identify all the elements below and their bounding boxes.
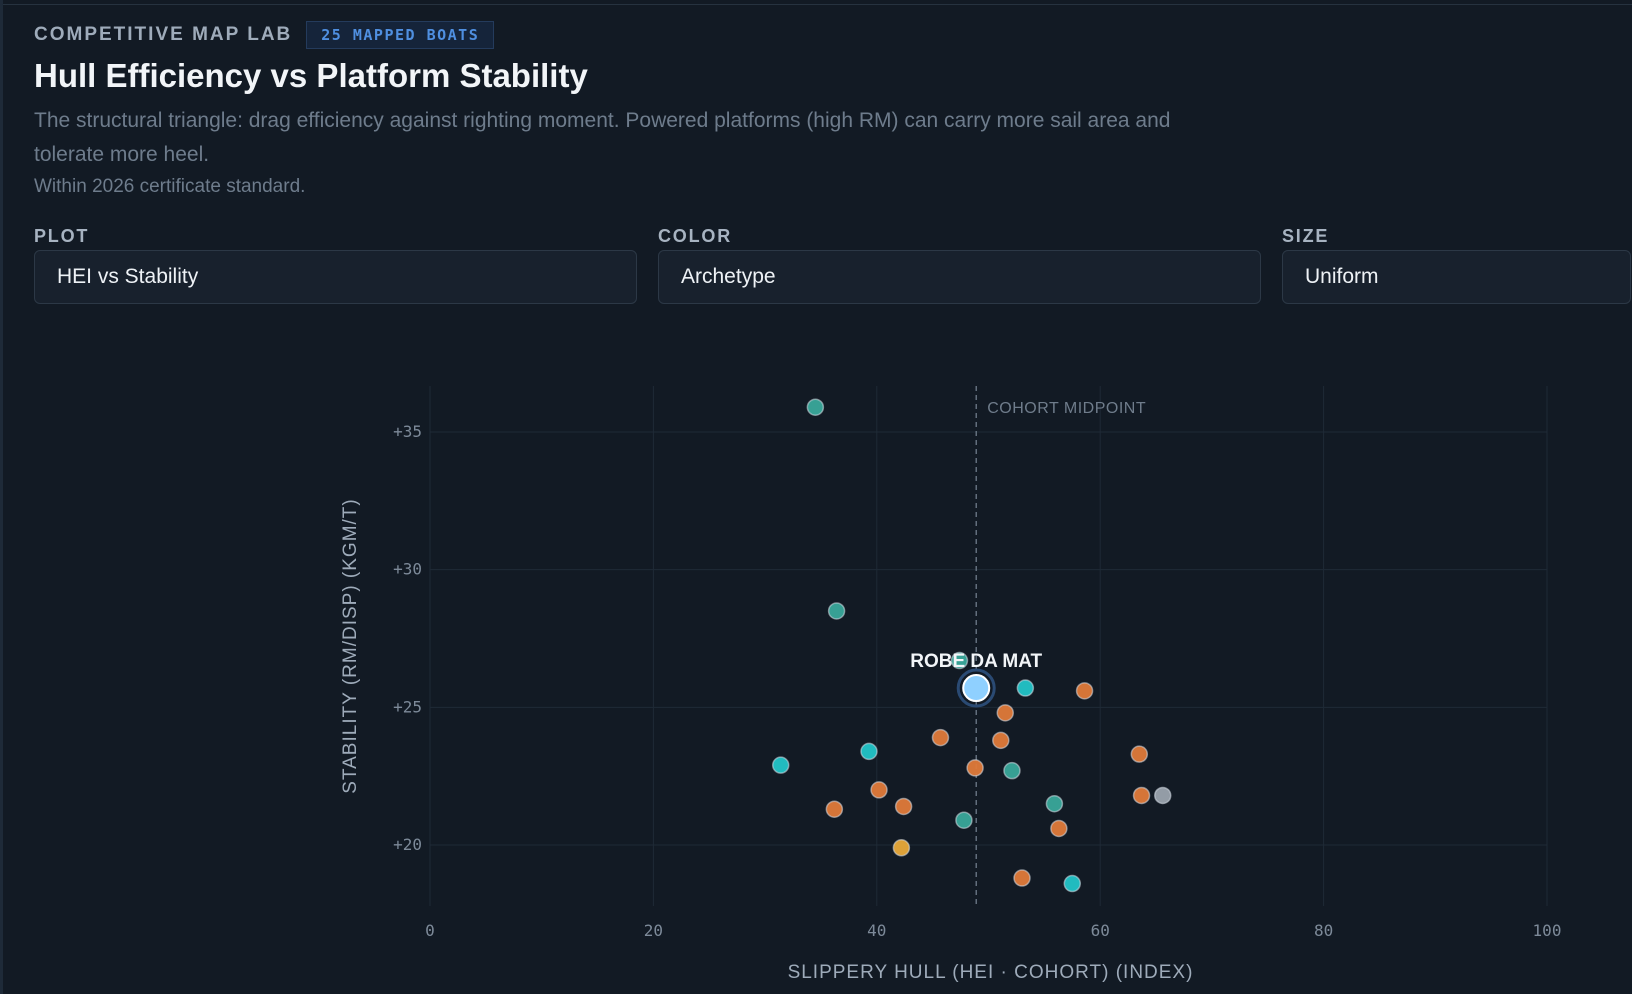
data-point (894, 797, 913, 816)
data-point (996, 704, 1015, 722)
plot-control: PLOT HEI vs Stability (34, 226, 637, 304)
header: COMPETITIVE MAP LAB 25 MAPPED BOATS Hull… (34, 20, 1594, 202)
data-point (1003, 761, 1021, 780)
data-point (870, 781, 888, 799)
data-point (827, 602, 846, 620)
data-point (1050, 819, 1068, 838)
size-label: SIZE (1282, 226, 1330, 246)
x-tick-label: 0 (425, 921, 435, 940)
y-tick-label: +25 (393, 697, 422, 716)
highlight-layer: ROBE DA MAT (910, 651, 1043, 708)
highlight-point (962, 674, 991, 703)
data-point (1130, 745, 1149, 763)
data-point (931, 728, 950, 747)
reference-layer: COHORT MIDPOINT (975, 386, 1146, 906)
plot-select[interactable]: HEI vs Stability (34, 250, 637, 304)
y-tick-label: +20 (393, 835, 422, 854)
data-point (771, 756, 790, 774)
data-point (992, 731, 1010, 750)
y-axis-label: STABILITY (RM/DISP) (KGM/T) (340, 498, 361, 793)
x-tick-label: 60 (1091, 921, 1110, 940)
color-select[interactable]: Archetype (658, 250, 1261, 304)
scatter-chart: 0 20 40 60 80 100 +20 +25 +30 +35 SLIPPERY HULL (H… (340, 386, 1561, 983)
data-point (966, 759, 984, 777)
page-title: Hull Efficiency vs Platform Stability (34, 57, 588, 94)
point-layer (771, 398, 1172, 893)
data-point (860, 742, 878, 761)
data-point (1132, 786, 1151, 805)
data-point (1075, 682, 1094, 700)
data-point (1045, 794, 1064, 813)
data-point (892, 839, 911, 857)
page-subtitle: The structural triangle: drag efficiency… (34, 109, 1171, 166)
chart-controls: PLOT HEI vs Stability COLOR Archetype SI… (34, 226, 1631, 304)
x-tick-label: 20 (644, 921, 663, 940)
size-control: SIZE Uniform (1282, 226, 1631, 304)
size-select[interactable]: Uniform (1282, 250, 1631, 304)
top-divider (3, 4, 1632, 5)
data-point (1016, 679, 1035, 697)
color-control: COLOR Archetype (658, 226, 1261, 304)
y-tick-label: +30 (393, 560, 422, 579)
y-tick-label: +35 (393, 422, 422, 441)
eyebrow-row: COMPETITIVE MAP LAB 25 MAPPED BOATS (34, 20, 1594, 50)
x-axis-label: SLIPPERY HULL (HEI · COHORT) (INDEX) (788, 962, 1194, 983)
data-point (1013, 869, 1031, 887)
cohort-midpoint-label: COHORT MIDPOINT (987, 400, 1146, 417)
grid-layer (429, 386, 1548, 906)
highlight-label: ROBE DA MAT (910, 651, 1042, 672)
data-point (955, 811, 973, 829)
x-tick-label: 40 (867, 921, 886, 940)
axis-layer: 0 20 40 60 80 100 +20 +25 +30 +35 SLIPPERY HULL (H… (340, 422, 1561, 983)
data-point (950, 651, 969, 670)
highlight-ring (956, 668, 996, 708)
data-point (825, 800, 844, 818)
x-tick-label: 100 (1533, 921, 1562, 940)
data-point (1154, 786, 1172, 805)
certificate-note: Within 2026 certificate standard. (34, 176, 306, 197)
data-point (806, 398, 825, 416)
x-tick-label: 80 (1314, 921, 1333, 940)
plot-label: PLOT (34, 226, 90, 246)
mapped-boats-badge: 25 MAPPED BOATS (306, 21, 495, 49)
color-label: COLOR (658, 226, 732, 246)
data-point (1063, 874, 1082, 893)
eyebrow-label: COMPETITIVE MAP LAB (34, 24, 293, 45)
